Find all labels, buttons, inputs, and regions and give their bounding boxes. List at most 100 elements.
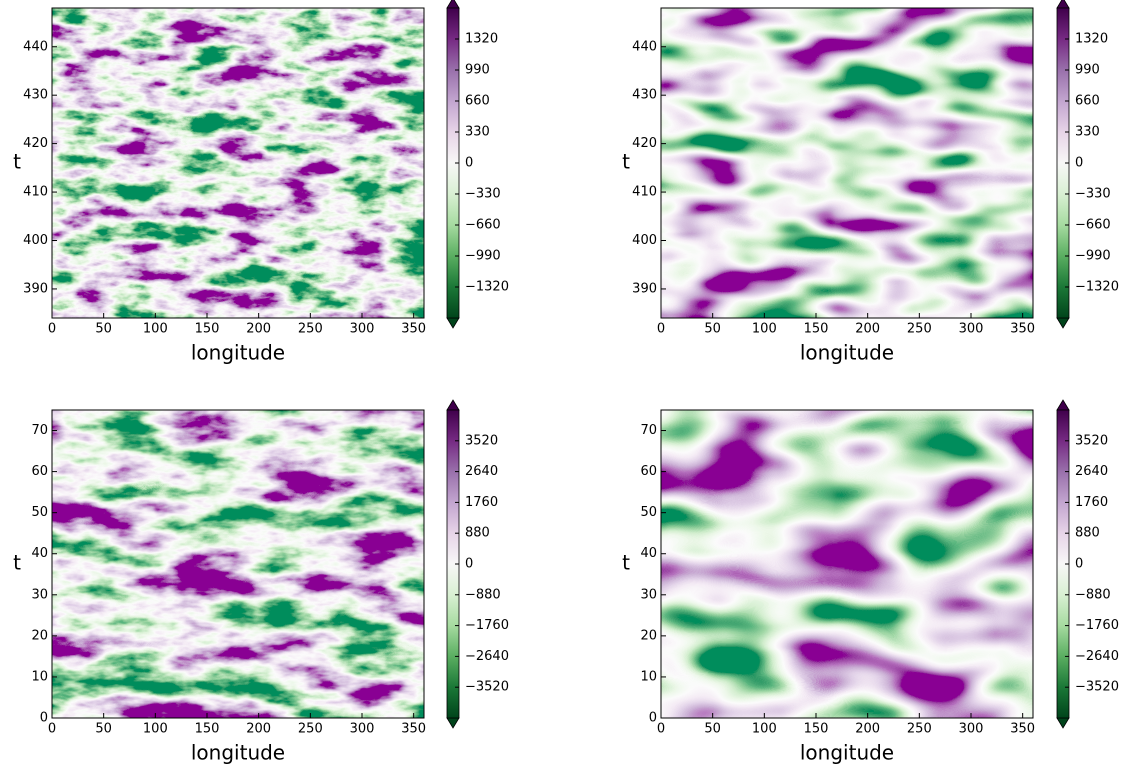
plot-frame <box>51 7 425 319</box>
y-axis-label: t <box>622 551 630 575</box>
x-tick-label: 350 <box>401 322 426 337</box>
colorbar-tick-label: −990 <box>465 249 501 264</box>
colorbar-tick-label: −1320 <box>1075 280 1119 295</box>
y-tick-label: 400 <box>632 233 657 248</box>
x-tick-label: 350 <box>1010 722 1035 737</box>
y-tick-label: 40 <box>640 546 657 561</box>
colorbar-tick-label: −660 <box>465 218 501 233</box>
colorbar-tick-label: 3520 <box>465 433 498 448</box>
x-tick-label: 250 <box>907 722 932 737</box>
colorbar-tick-label: −2640 <box>465 649 509 664</box>
x-tick-label: 0 <box>657 322 665 337</box>
y-tick-label: 60 <box>31 464 48 479</box>
colorbar-tick-label: 330 <box>465 125 490 140</box>
colorbar-tick-label: 330 <box>1075 125 1100 140</box>
colorbar-tick-label: 880 <box>1075 526 1100 541</box>
x-axis-label: longitude <box>191 341 285 365</box>
colorbar-tick-label: −3520 <box>1075 680 1119 695</box>
x-tick-label: 200 <box>246 722 271 737</box>
x-tick-label: 150 <box>195 722 220 737</box>
colorbar-tick-label: 2640 <box>1075 464 1108 479</box>
colorbar-extend <box>1056 0 1070 9</box>
y-tick-label: 50 <box>31 505 48 520</box>
x-tick-label: 250 <box>907 322 932 337</box>
plot-frame <box>51 409 425 719</box>
y-tick-label: 20 <box>31 628 48 643</box>
x-tick-label: 200 <box>246 322 271 337</box>
heatmap-field <box>661 410 1033 718</box>
x-axis-label: longitude <box>191 741 285 765</box>
y-tick-label: 70 <box>31 423 48 438</box>
y-tick-label: 10 <box>640 669 657 684</box>
y-tick-label: 0 <box>40 711 48 726</box>
y-tick-label: 60 <box>640 464 657 479</box>
x-tick-label: 150 <box>804 322 829 337</box>
y-tick-label: 390 <box>23 281 48 296</box>
colorbar-tick-label: 1760 <box>1075 495 1108 510</box>
x-tick-label: 150 <box>804 722 829 737</box>
x-tick-label: 350 <box>401 722 426 737</box>
colorbar-tick-label: −3520 <box>465 680 509 695</box>
y-tick-label: 30 <box>31 587 48 602</box>
colorbar-tick-label: −2640 <box>1075 649 1119 664</box>
colorbar-tick-label: −990 <box>1075 249 1111 264</box>
x-tick-label: 250 <box>298 322 323 337</box>
heatmap-field <box>661 8 1033 318</box>
heatmap-field <box>52 8 424 318</box>
x-tick-label: 0 <box>48 722 56 737</box>
y-tick-label: 440 <box>632 39 657 54</box>
y-tick-label: 40 <box>31 546 48 561</box>
x-tick-label: 200 <box>855 722 880 737</box>
x-tick-label: 300 <box>959 722 984 737</box>
colorbar-tick-label: 1320 <box>1075 32 1108 47</box>
y-tick-label: 10 <box>31 669 48 684</box>
colorbar-extend <box>446 317 460 329</box>
colorbar-tick-label: −880 <box>1075 587 1111 602</box>
colorbar-tick-label: −660 <box>1075 218 1111 233</box>
y-tick-label: 420 <box>23 136 48 151</box>
x-tick-label: 350 <box>1010 322 1035 337</box>
x-tick-label: 300 <box>350 722 375 737</box>
x-tick-label: 50 <box>95 322 112 337</box>
x-tick-label: 0 <box>657 722 665 737</box>
colorbar-tick-label: 880 <box>465 526 490 541</box>
colorbar-tick-label: 0 <box>1075 156 1083 171</box>
colorbar-tick-label: 0 <box>465 156 473 171</box>
colorbar-tick-label: −880 <box>465 587 501 602</box>
x-tick-label: 250 <box>298 722 323 737</box>
x-tick-label: 100 <box>143 322 168 337</box>
y-axis-label: t <box>13 150 21 174</box>
colorbar-tick-label: 2640 <box>465 464 498 479</box>
x-tick-label: 0 <box>48 322 56 337</box>
colorbar-extend <box>446 0 460 9</box>
colorbar-tick-label: 990 <box>1075 63 1100 78</box>
x-tick-label: 100 <box>752 322 777 337</box>
colorbar-tick-label: 3520 <box>1075 433 1108 448</box>
x-tick-label: 200 <box>855 322 880 337</box>
colorbar-tick-label: 0 <box>465 557 473 572</box>
y-tick-label: 400 <box>23 233 48 248</box>
colorbar-tick-label: −1320 <box>465 280 509 295</box>
colorbar-extend <box>1056 399 1070 411</box>
y-tick-label: 410 <box>632 185 657 200</box>
y-tick-label: 420 <box>632 136 657 151</box>
colorbar-tick-label: 660 <box>1075 94 1100 109</box>
y-tick-label: 0 <box>649 711 657 726</box>
x-tick-label: 50 <box>704 322 721 337</box>
x-tick-label: 100 <box>143 722 168 737</box>
y-tick-label: 30 <box>640 587 657 602</box>
plot-frame <box>660 7 1034 319</box>
colorbar-tick-label: −330 <box>465 187 501 202</box>
y-tick-label: 390 <box>632 281 657 296</box>
x-tick-label: 50 <box>95 722 112 737</box>
x-tick-label: 100 <box>752 722 777 737</box>
x-axis-label: longitude <box>800 741 894 765</box>
x-tick-label: 50 <box>704 722 721 737</box>
colorbar-tick-label: −1760 <box>1075 618 1119 633</box>
y-tick-label: 430 <box>632 88 657 103</box>
x-tick-label: 300 <box>959 322 984 337</box>
y-axis-label: t <box>13 551 21 575</box>
y-tick-label: 410 <box>23 185 48 200</box>
x-axis-label: longitude <box>800 341 894 365</box>
